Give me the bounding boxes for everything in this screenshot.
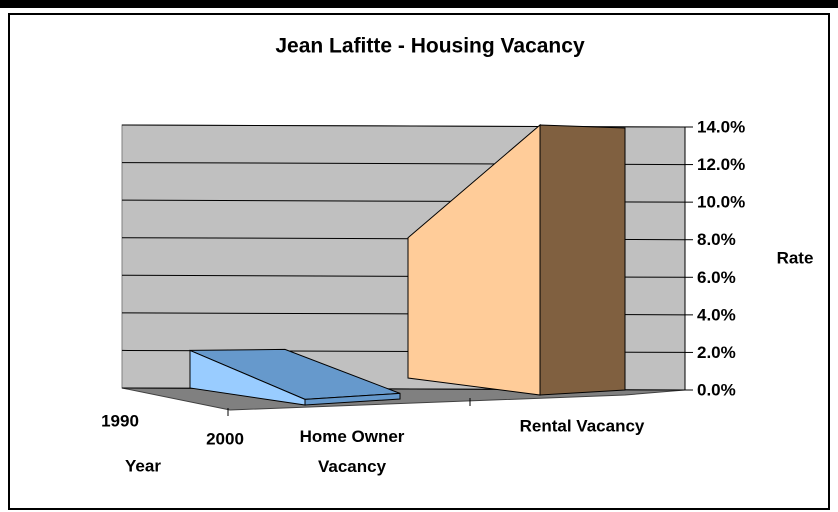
y-axis-label: Rate [777, 248, 814, 267]
y-tick-label: 2.0% [697, 343, 736, 362]
y-tick-label: 0.0% [697, 380, 736, 399]
y-tick-label: 14.0% [697, 117, 745, 136]
y-tick-label: 6.0% [697, 268, 736, 287]
x-tick-label: 1990 [101, 411, 139, 430]
area-front [407, 123, 541, 396]
series-label: Home Owner Vacancy [300, 427, 405, 476]
area-side [539, 124, 626, 396]
chart-title: Jean Lafitte - Housing Vacancy [275, 35, 585, 58]
x-tick-label: 2000 [206, 429, 244, 448]
y-tick-label: 12.0% [697, 155, 745, 174]
y-tick-label: 4.0% [697, 305, 736, 324]
y-tick-label: 8.0% [697, 230, 736, 249]
top-bar [0, 0, 838, 8]
y-tick-label: 10.0% [697, 193, 745, 212]
series-label: Rental Vacancy [520, 416, 645, 435]
area-front [189, 349, 306, 406]
x-axis-label: Year [125, 456, 161, 475]
